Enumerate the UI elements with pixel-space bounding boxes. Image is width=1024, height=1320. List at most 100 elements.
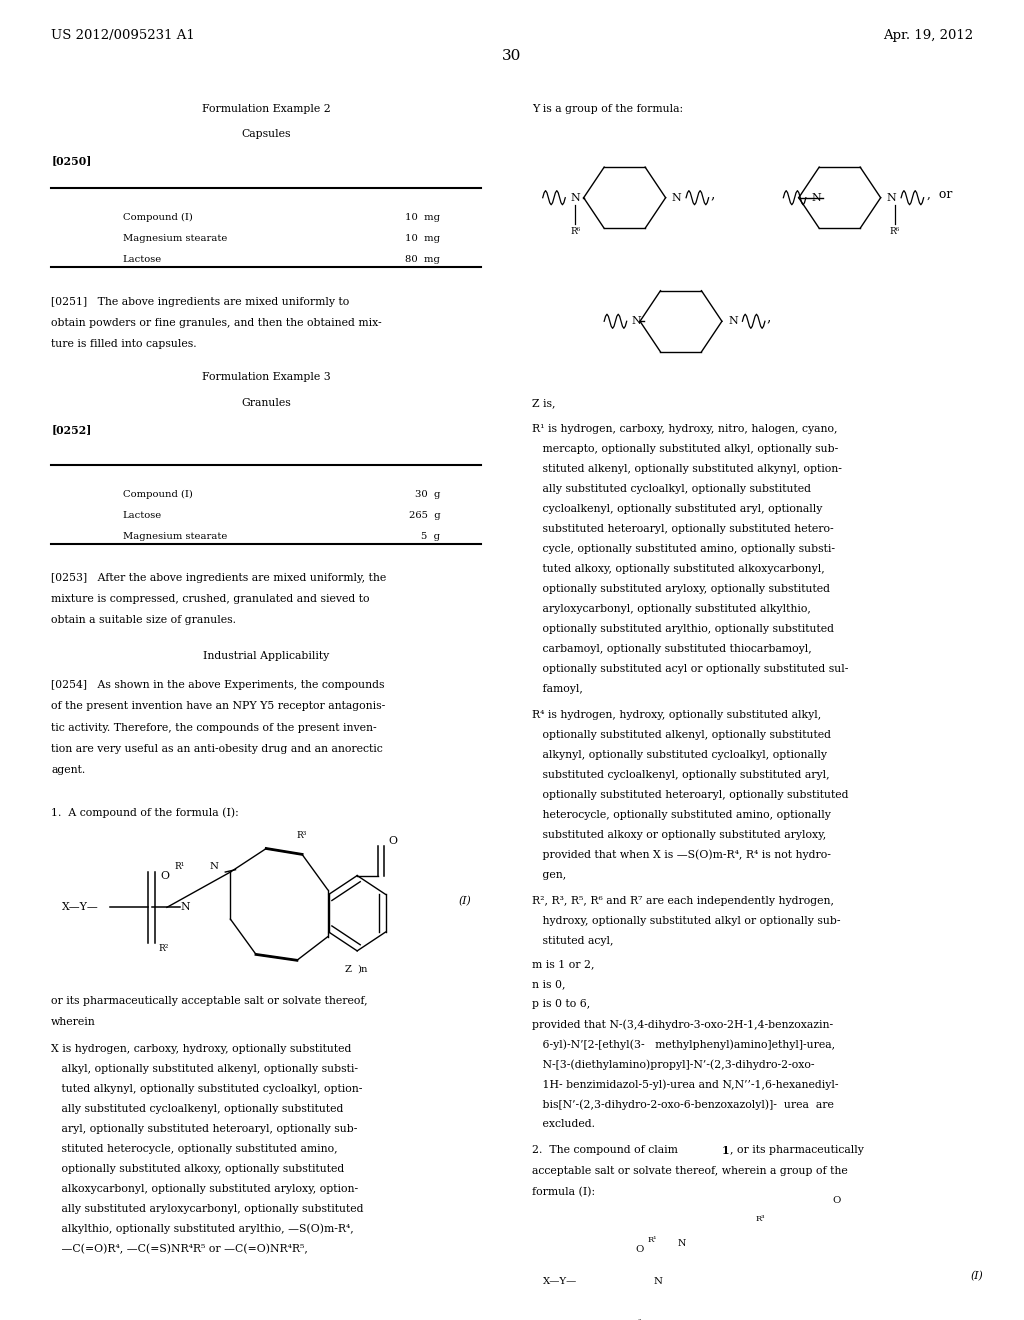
Text: aryl, optionally substituted heteroaryl, optionally sub-: aryl, optionally substituted heteroaryl,… — [51, 1123, 357, 1134]
Text: famoyl,: famoyl, — [532, 684, 584, 694]
Text: R⁶: R⁶ — [890, 227, 900, 236]
Text: ally substituted cycloalkyl, optionally substituted: ally substituted cycloalkyl, optionally … — [532, 483, 811, 494]
Text: (I): (I) — [971, 1271, 983, 1280]
Text: X—Y—: X—Y— — [543, 1276, 577, 1286]
Text: 265  g: 265 g — [409, 511, 440, 520]
Text: N-[3-(diethylamino)propyl]-N’-(2,3-dihydro-2-oxo-: N-[3-(diethylamino)propyl]-N’-(2,3-dihyd… — [532, 1059, 815, 1069]
Text: 6-yl)-N’[2-[ethyl(3-   methylphenyl)amino]ethyl]-urea,: 6-yl)-N’[2-[ethyl(3- methylphenyl)amino]… — [532, 1039, 836, 1049]
Text: N: N — [672, 193, 682, 203]
Text: [0251]   The above ingredients are mixed uniformly to: [0251] The above ingredients are mixed u… — [51, 297, 349, 306]
Text: obtain a suitable size of granules.: obtain a suitable size of granules. — [51, 615, 237, 626]
Text: provided that when X is —S(O)m-R⁴, R⁴ is not hydro-: provided that when X is —S(O)m-R⁴, R⁴ is… — [532, 850, 831, 861]
Text: obtain powders or fine granules, and then the obtained mix-: obtain powders or fine granules, and the… — [51, 318, 382, 327]
Text: ,  or: , or — [927, 187, 952, 201]
Text: substituted cycloalkenyl, optionally substituted aryl,: substituted cycloalkenyl, optionally sub… — [532, 770, 830, 780]
Text: 30  g: 30 g — [415, 490, 440, 499]
Text: , or its pharmaceutically: , or its pharmaceutically — [730, 1144, 864, 1155]
Text: mercapto, optionally substituted alkyl, optionally sub-: mercapto, optionally substituted alkyl, … — [532, 444, 839, 454]
Text: optionally substituted heteroaryl, optionally substituted: optionally substituted heteroaryl, optio… — [532, 789, 849, 800]
Text: substituted heteroaryl, optionally substituted hetero-: substituted heteroaryl, optionally subst… — [532, 524, 835, 533]
Text: m is 1 or 2,: m is 1 or 2, — [532, 960, 595, 969]
Text: alkylthio, optionally substituted arylthio, —S(O)m-R⁴,: alkylthio, optionally substituted arylth… — [51, 1224, 354, 1234]
Text: N: N — [678, 1239, 686, 1249]
Text: 1: 1 — [722, 1144, 729, 1156]
Text: tuted alkoxy, optionally substituted alkoxycarbonyl,: tuted alkoxy, optionally substituted alk… — [532, 564, 825, 574]
Text: R²: R² — [159, 944, 169, 953]
Text: Magnesium stearate: Magnesium stearate — [123, 234, 227, 243]
Text: agent.: agent. — [51, 766, 85, 775]
Text: O: O — [388, 836, 397, 846]
Text: R³: R³ — [297, 832, 307, 841]
Text: Capsules: Capsules — [242, 129, 291, 140]
Text: X—Y—: X—Y— — [61, 903, 98, 912]
Text: N: N — [811, 193, 821, 203]
Text: stituted acyl,: stituted acyl, — [532, 936, 614, 945]
Text: Z is,: Z is, — [532, 397, 556, 408]
Text: (I): (I) — [459, 896, 471, 907]
Text: substituted alkoxy or optionally substituted aryloxy,: substituted alkoxy or optionally substit… — [532, 830, 826, 840]
Text: R², R³, R⁵, R⁶ and R⁷ are each independently hydrogen,: R², R³, R⁵, R⁶ and R⁷ are each independe… — [532, 895, 835, 906]
Text: )n: )n — [357, 965, 368, 974]
Text: 2.  The compound of claim: 2. The compound of claim — [532, 1144, 682, 1155]
Text: stituted heterocycle, optionally substituted amino,: stituted heterocycle, optionally substit… — [51, 1144, 338, 1154]
Text: N: N — [653, 1276, 663, 1286]
Text: of the present invention have an NPY Y5 receptor antagonis-: of the present invention have an NPY Y5 … — [51, 701, 385, 711]
Text: 5  g: 5 g — [421, 532, 440, 541]
Text: O: O — [161, 871, 170, 880]
Text: wherein: wherein — [51, 1016, 96, 1027]
Text: Formulation Example 2: Formulation Example 2 — [202, 103, 331, 114]
Text: R¹: R¹ — [647, 1237, 656, 1245]
Text: tic activity. Therefore, the compounds of the present inven-: tic activity. Therefore, the compounds o… — [51, 722, 377, 733]
Text: Compound (I): Compound (I) — [123, 213, 193, 222]
Text: 10  mg: 10 mg — [406, 234, 440, 243]
Text: X is hydrogen, carboxy, hydroxy, optionally substituted: X is hydrogen, carboxy, hydroxy, optiona… — [51, 1044, 351, 1053]
Text: heterocycle, optionally substituted amino, optionally: heterocycle, optionally substituted amin… — [532, 809, 831, 820]
Text: optionally substituted acyl or optionally substituted sul-: optionally substituted acyl or optionall… — [532, 664, 849, 673]
Text: [0253]   After the above ingredients are mixed uniformly, the: [0253] After the above ingredients are m… — [51, 573, 386, 583]
Text: N: N — [887, 193, 897, 203]
Text: 1H- benzimidazol-5-yl)-urea and N,N’’-1,6-hexanediyl-: 1H- benzimidazol-5-yl)-urea and N,N’’-1,… — [532, 1080, 839, 1090]
Text: —C(=O)R⁴, —C(=S)NR⁴R⁵ or —C(=O)NR⁴R⁵,: —C(=O)R⁴, —C(=S)NR⁴R⁵ or —C(=O)NR⁴R⁵, — [51, 1243, 308, 1254]
Text: R⁶: R⁶ — [570, 227, 581, 236]
Text: N: N — [570, 193, 581, 203]
Text: 10  mg: 10 mg — [406, 213, 440, 222]
Text: US 2012/0095231 A1: US 2012/0095231 A1 — [51, 29, 195, 42]
Text: 1.  A compound of the formula (I):: 1. A compound of the formula (I): — [51, 808, 239, 818]
Text: N: N — [209, 862, 218, 871]
Text: Compound (I): Compound (I) — [123, 490, 193, 499]
Text: ,: , — [767, 310, 771, 325]
Text: Magnesium stearate: Magnesium stearate — [123, 532, 227, 541]
Text: alkyl, optionally substituted alkenyl, optionally substi-: alkyl, optionally substituted alkenyl, o… — [51, 1064, 358, 1074]
Text: aryloxycarbonyl, optionally substituted alkylthio,: aryloxycarbonyl, optionally substituted … — [532, 603, 811, 614]
Text: or its pharmaceutically acceptable salt or solvate thereof,: or its pharmaceutically acceptable salt … — [51, 995, 368, 1006]
Text: R¹: R¹ — [174, 862, 184, 871]
Text: ally substituted cycloalkenyl, optionally substituted: ally substituted cycloalkenyl, optionall… — [51, 1104, 344, 1114]
Text: ,: , — [711, 187, 715, 201]
Text: formula (I):: formula (I): — [532, 1188, 596, 1197]
Text: Granules: Granules — [242, 397, 291, 408]
Text: hydroxy, optionally substituted alkyl or optionally sub-: hydroxy, optionally substituted alkyl or… — [532, 916, 841, 925]
Text: N: N — [180, 903, 189, 912]
Text: alkoxycarbonyl, optionally substituted aryloxy, option-: alkoxycarbonyl, optionally substituted a… — [51, 1184, 358, 1193]
Text: optionally substituted alkenyl, optionally substituted: optionally substituted alkenyl, optional… — [532, 730, 831, 739]
Text: stituted alkenyl, optionally substituted alkynyl, option-: stituted alkenyl, optionally substituted… — [532, 463, 843, 474]
Text: 80  mg: 80 mg — [406, 255, 440, 264]
Text: Formulation Example 3: Formulation Example 3 — [202, 372, 331, 381]
Text: n is 0,: n is 0, — [532, 979, 566, 989]
Text: mixture is compressed, crushed, granulated and sieved to: mixture is compressed, crushed, granulat… — [51, 594, 370, 605]
Text: excluded.: excluded. — [532, 1119, 596, 1129]
Text: R¹ is hydrogen, carboxy, hydroxy, nitro, halogen, cyano,: R¹ is hydrogen, carboxy, hydroxy, nitro,… — [532, 424, 838, 434]
Text: Apr. 19, 2012: Apr. 19, 2012 — [883, 29, 973, 42]
Text: optionally substituted alkoxy, optionally substituted: optionally substituted alkoxy, optionall… — [51, 1164, 344, 1173]
Text: Industrial Applicability: Industrial Applicability — [203, 651, 330, 661]
Text: acceptable salt or solvate thereof, wherein a group of the: acceptable salt or solvate thereof, wher… — [532, 1167, 848, 1176]
Text: ally substituted aryloxycarbonyl, optionally substituted: ally substituted aryloxycarbonyl, option… — [51, 1204, 364, 1214]
Text: cycloalkenyl, optionally substituted aryl, optionally: cycloalkenyl, optionally substituted ary… — [532, 504, 823, 513]
Text: [0250]: [0250] — [51, 156, 91, 166]
Text: N: N — [632, 317, 642, 326]
Text: Y is a group of the formula:: Y is a group of the formula: — [532, 103, 684, 114]
Text: O: O — [833, 1196, 841, 1205]
Text: ture is filled into capsules.: ture is filled into capsules. — [51, 339, 197, 348]
Text: provided that N-(3,4-dihydro-3-oxo-2H-1,4-benzoxazin-: provided that N-(3,4-dihydro-3-oxo-2H-1,… — [532, 1019, 834, 1030]
Text: R⁴ is hydrogen, hydroxy, optionally substituted alkyl,: R⁴ is hydrogen, hydroxy, optionally subs… — [532, 710, 821, 719]
